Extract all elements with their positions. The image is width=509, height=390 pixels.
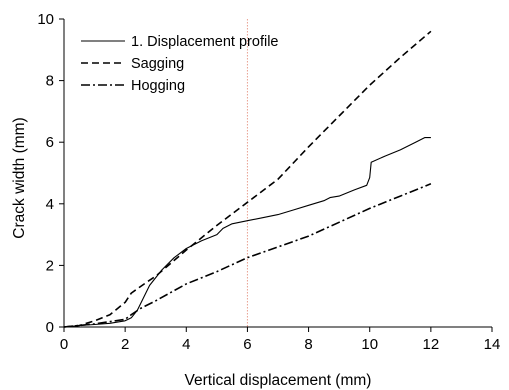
legend-label-sagging: Sagging [131,56,184,72]
series-line-1-displacement-profile [63,137,431,328]
x-tick-label: 12 [423,336,440,353]
x-tick-label: 4 [182,336,190,353]
y-axis-title: Crack width (mm) [11,117,28,238]
x-tick-label: 10 [361,336,378,353]
y-tick-label: 2 [46,257,54,274]
legend-label-hogging: Hogging [131,78,185,94]
y-tick-label: 10 [37,11,54,28]
y-tick-label: 4 [46,196,54,213]
y-tick-label: 8 [46,73,54,90]
y-tick-label: 0 [46,319,54,336]
legend-label-1-displacement-profile: 1. Displacement profile [131,34,279,50]
series-line-hogging [63,183,432,328]
x-tick-label: 14 [484,336,501,353]
series-line-sagging [63,30,432,328]
x-tick-label: 8 [304,336,312,353]
x-axis-title: Vertical displacement (mm) [185,372,372,389]
x-tick-label: 6 [243,336,251,353]
y-tick-label: 6 [46,134,54,151]
x-tick-label: 2 [121,336,129,353]
x-tick-label: 0 [60,336,68,353]
